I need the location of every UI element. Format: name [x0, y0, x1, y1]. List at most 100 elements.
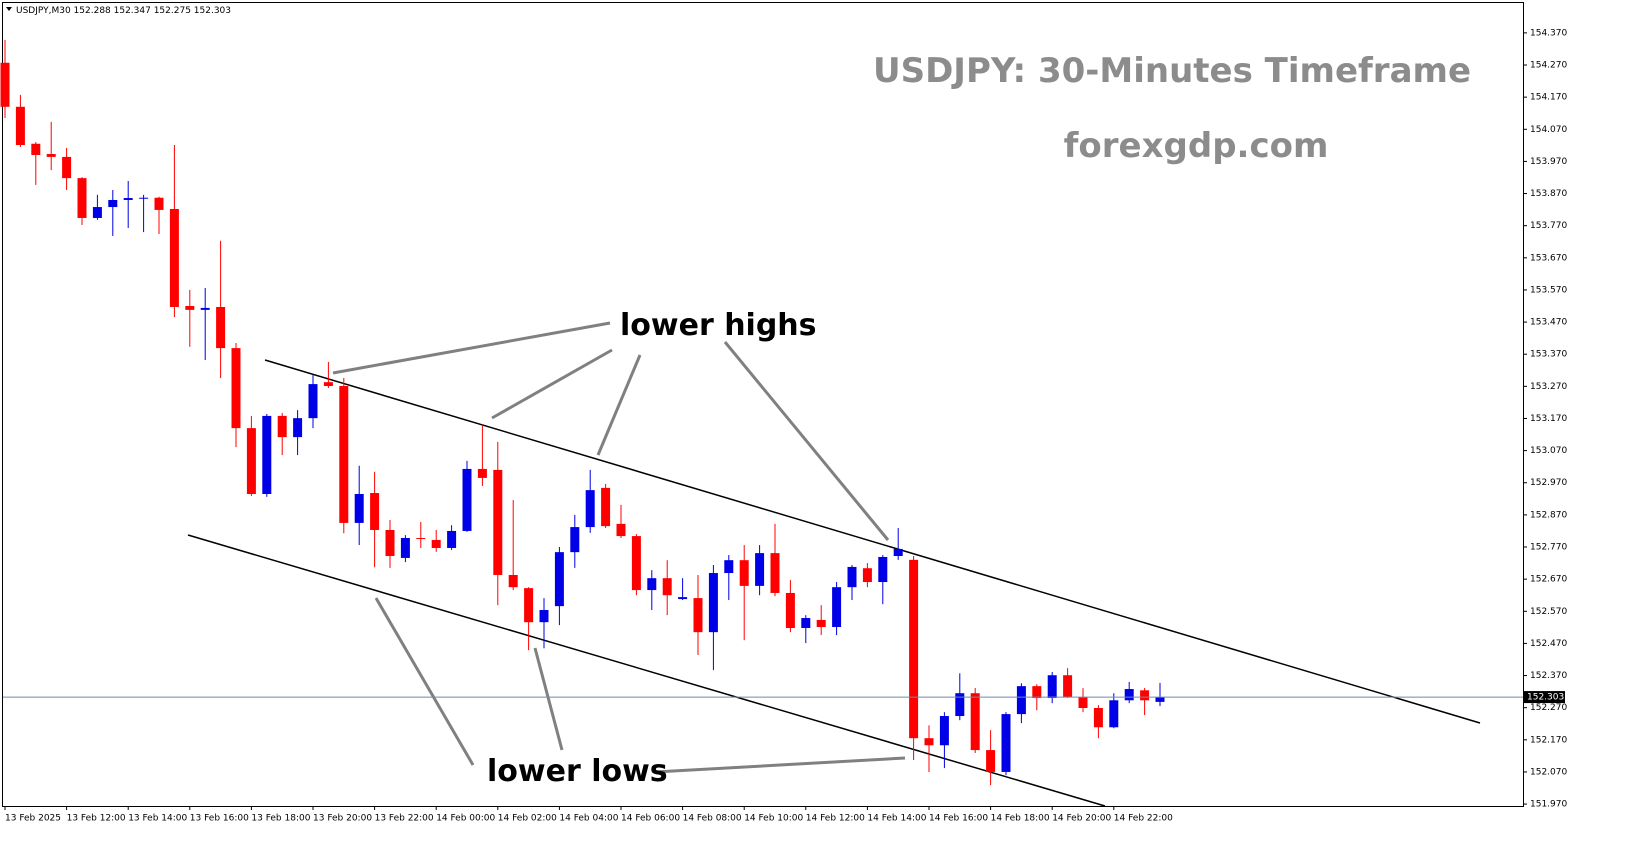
y-tick-label: 151.970	[1530, 800, 1567, 810]
candle-body	[554, 552, 564, 607]
candles	[0, 39, 1165, 786]
candle-body	[31, 143, 41, 155]
candle-body	[955, 693, 965, 717]
y-tick-label: 152.770	[1530, 543, 1567, 553]
y-tick-label: 153.770	[1530, 221, 1567, 231]
candle-body	[169, 208, 179, 307]
y-tick-label: 152.670	[1530, 575, 1567, 585]
x-tick-label: 13 Feb 16:00	[190, 814, 249, 824]
y-tick-label: 152.870	[1530, 510, 1567, 520]
y-tick-label: 152.970	[1530, 478, 1567, 488]
chart-title: USDJPY: 30-Minutes Timeframe	[873, 51, 1471, 91]
candle-body	[246, 428, 256, 494]
candle-body	[631, 536, 641, 591]
y-tick-label: 153.470	[1530, 318, 1567, 328]
candle-body	[462, 468, 472, 531]
y-tick-label: 154.270	[1530, 61, 1567, 71]
y-tick-label: 153.170	[1530, 414, 1567, 424]
pointer-line	[332, 321, 611, 375]
candle-body	[909, 559, 919, 739]
candle-body	[524, 588, 534, 623]
y-tick-label: 153.370	[1530, 350, 1567, 360]
lower-trendline	[187, 534, 1106, 807]
candle-body	[693, 598, 703, 633]
symbol-header: USDJPY,M30 152.288 152.347 152.275 152.3…	[16, 6, 231, 16]
y-tick-label: 152.570	[1530, 607, 1567, 617]
candle-body	[1016, 686, 1026, 715]
candle-body	[385, 529, 395, 557]
candle-body	[339, 386, 349, 523]
pointer-line	[491, 348, 613, 420]
candle-body	[447, 530, 457, 548]
pointer-line	[374, 597, 475, 766]
candle-body	[785, 592, 795, 628]
candle-body	[678, 597, 688, 600]
x-tick-label: 13 Feb 22:00	[375, 814, 434, 824]
header-arrow	[6, 7, 12, 11]
candle-body	[939, 716, 949, 746]
candle-body	[1001, 714, 1011, 772]
candle-body	[847, 566, 857, 588]
candle-body	[1124, 689, 1134, 701]
y-tick-label: 152.070	[1530, 767, 1567, 777]
candle-body	[647, 578, 657, 591]
pointer-line	[654, 756, 906, 774]
candle-body	[1140, 690, 1150, 701]
candle-body	[200, 307, 210, 310]
x-tick-label: 14 Feb 12:00	[806, 814, 865, 824]
y-tick-label: 152.170	[1530, 735, 1567, 745]
candle-body	[400, 538, 410, 558]
y-tick-label: 152.270	[1530, 703, 1567, 713]
candle-body	[816, 619, 826, 628]
x-tick-label: 14 Feb 00:00	[436, 814, 495, 824]
candle-body	[862, 568, 872, 583]
candle-body	[924, 738, 934, 746]
candle-body	[46, 154, 56, 157]
upper-trendline	[264, 359, 1481, 724]
candle-body	[724, 560, 734, 574]
y-tick-label: 153.870	[1530, 189, 1567, 199]
current-price-box	[1524, 691, 1565, 704]
plot-frame	[2, 2, 1524, 807]
x-tick-label: 13 Feb 14:00	[128, 814, 187, 824]
x-tick-label: 14 Feb 22:00	[1114, 814, 1173, 824]
candle-body	[878, 556, 888, 583]
candle-body	[770, 553, 780, 593]
current-price-label: 152.303	[1527, 693, 1564, 703]
candle-body	[185, 306, 195, 310]
candle-body	[477, 468, 487, 478]
candle-body	[970, 693, 980, 751]
candle-body	[601, 487, 611, 527]
chart-subtitle: forexgdp.com	[1064, 126, 1329, 166]
candle-body	[293, 418, 303, 438]
candle-body	[986, 750, 996, 772]
candle-body	[570, 527, 580, 553]
x-tick-label: 13 Feb 2025	[5, 814, 61, 824]
candle-body	[62, 156, 72, 179]
candle-body	[493, 469, 503, 575]
x-tick-label: 14 Feb 16:00	[929, 814, 988, 824]
x-tick-label: 13 Feb 18:00	[251, 814, 310, 824]
candle-body	[416, 538, 426, 540]
candle-body	[832, 587, 842, 628]
candle-body	[92, 207, 102, 218]
x-tick-label: 13 Feb 20:00	[313, 814, 372, 824]
candle-body	[616, 523, 626, 537]
y-tick-label: 153.670	[1530, 253, 1567, 263]
candle-body	[1093, 707, 1103, 728]
y-tick-label: 154.070	[1530, 125, 1567, 135]
x-tick-label: 14 Feb 02:00	[498, 814, 557, 824]
pointer-line	[533, 647, 564, 751]
pointer-line	[596, 354, 642, 456]
x-tick-label: 14 Feb 08:00	[683, 814, 742, 824]
candle-body	[262, 415, 272, 494]
candle-body	[123, 198, 133, 200]
candle-body	[108, 199, 118, 208]
pointer-line	[723, 341, 890, 541]
y-tick-label: 154.170	[1530, 93, 1567, 103]
candle-body	[0, 62, 10, 107]
candle-body	[216, 306, 226, 349]
x-tick-label: 14 Feb 18:00	[991, 814, 1050, 824]
